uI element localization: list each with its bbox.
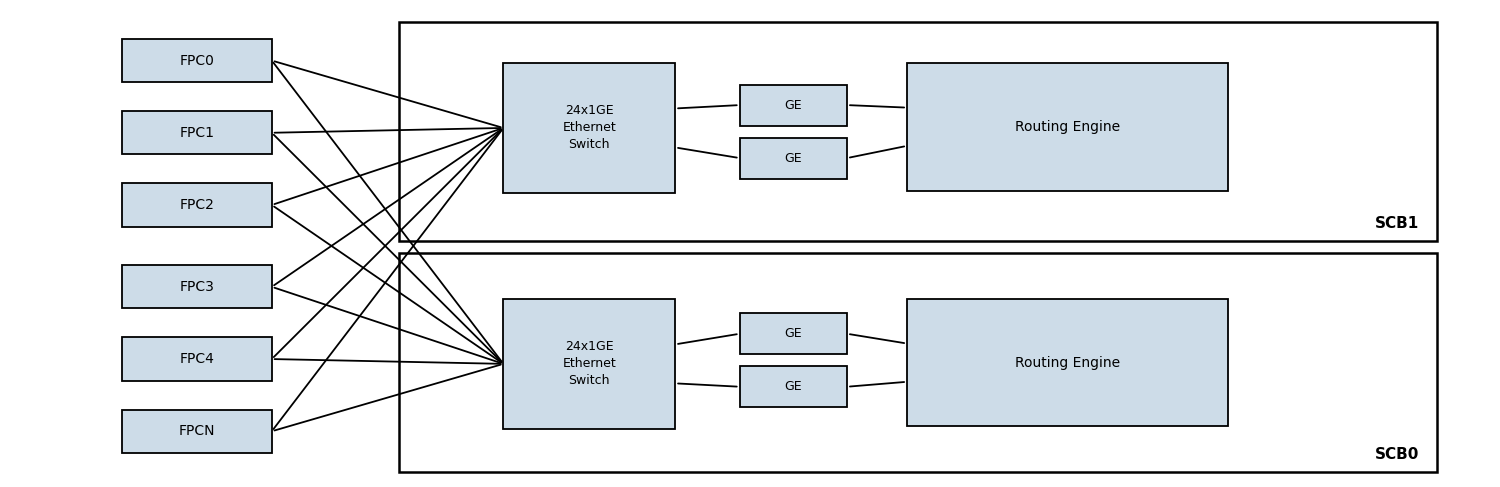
FancyBboxPatch shape bbox=[123, 410, 272, 453]
Text: GE: GE bbox=[784, 98, 802, 112]
Text: FPC0: FPC0 bbox=[180, 54, 214, 68]
FancyBboxPatch shape bbox=[123, 39, 272, 82]
Text: SCB0: SCB0 bbox=[1376, 447, 1419, 462]
FancyBboxPatch shape bbox=[740, 366, 847, 407]
Text: FPCN: FPCN bbox=[178, 424, 216, 438]
FancyBboxPatch shape bbox=[740, 138, 847, 179]
Text: GE: GE bbox=[784, 151, 802, 165]
FancyBboxPatch shape bbox=[123, 111, 272, 154]
FancyBboxPatch shape bbox=[740, 85, 847, 126]
Text: FPC3: FPC3 bbox=[180, 280, 214, 294]
FancyBboxPatch shape bbox=[399, 253, 1437, 472]
FancyBboxPatch shape bbox=[123, 265, 272, 308]
FancyBboxPatch shape bbox=[908, 299, 1228, 427]
FancyBboxPatch shape bbox=[504, 63, 675, 193]
FancyBboxPatch shape bbox=[740, 313, 847, 354]
FancyBboxPatch shape bbox=[908, 63, 1228, 190]
Text: Routing Engine: Routing Engine bbox=[1016, 120, 1120, 134]
Text: Routing Engine: Routing Engine bbox=[1016, 356, 1120, 370]
FancyBboxPatch shape bbox=[504, 299, 675, 429]
Text: FPC2: FPC2 bbox=[180, 198, 214, 212]
Text: GE: GE bbox=[784, 327, 802, 340]
FancyBboxPatch shape bbox=[123, 337, 272, 381]
Text: FPC1: FPC1 bbox=[180, 126, 214, 140]
Text: 24x1GE
Ethernet
Switch: 24x1GE Ethernet Switch bbox=[562, 104, 616, 151]
Text: 24x1GE
Ethernet
Switch: 24x1GE Ethernet Switch bbox=[562, 340, 616, 387]
Text: SCB1: SCB1 bbox=[1376, 216, 1419, 230]
Text: FPC4: FPC4 bbox=[180, 352, 214, 366]
Text: GE: GE bbox=[784, 380, 802, 393]
FancyBboxPatch shape bbox=[123, 183, 272, 226]
FancyBboxPatch shape bbox=[399, 22, 1437, 241]
